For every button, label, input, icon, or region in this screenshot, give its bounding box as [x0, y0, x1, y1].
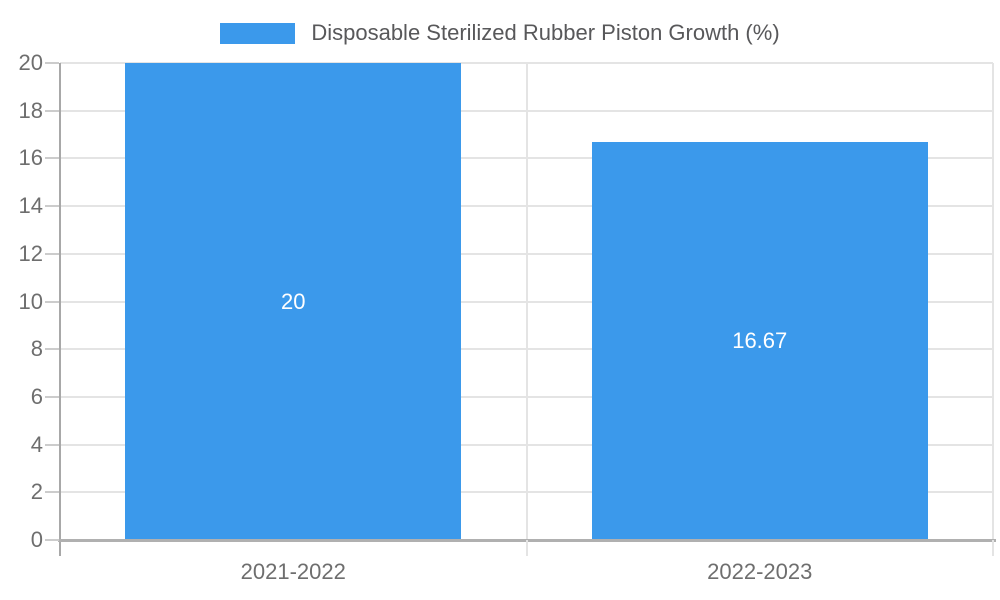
y-tick-label: 0	[30, 527, 43, 552]
x-category-label: 2022-2023	[707, 559, 813, 584]
x-axis-labels: 2021-2022 2022-2023	[60, 558, 993, 588]
legend-label: Disposable Sterilized Rubber Piston Grow…	[311, 20, 780, 45]
y-tick-label: 8	[30, 336, 43, 362]
x-axis-ticks	[60, 540, 994, 556]
y-tick-label: 12	[18, 240, 43, 266]
x-tick-mark	[992, 540, 994, 556]
v-gridline	[525, 63, 528, 540]
y-tick-mark	[45, 443, 59, 446]
y-tick-mark	[45, 491, 59, 494]
y-tick-mark	[45, 348, 59, 351]
x-tick-mark	[525, 540, 528, 556]
bar-value-label: 16.67	[732, 328, 788, 354]
y-tick-mark	[45, 252, 59, 255]
y-tick-label: 14	[18, 193, 43, 219]
y-tick-label: 16	[18, 145, 43, 171]
x-category-label: 2021-2022	[240, 559, 346, 584]
y-tick-label: 4	[30, 431, 43, 457]
y-tick-mark	[45, 395, 59, 398]
bar-value-label: 20	[280, 288, 306, 314]
y-tick-mark	[45, 62, 59, 64]
y-axis-line	[59, 63, 61, 556]
y-tick-mark	[45, 205, 59, 208]
legend-swatch	[220, 22, 296, 44]
y-tick-label: 2	[30, 479, 43, 505]
y-tick-label: 20	[18, 50, 43, 75]
grid-layer	[60, 62, 994, 540]
y-tick-mark	[45, 300, 59, 303]
y-tick-mark	[45, 539, 59, 541]
bar[interactable]: 20	[125, 63, 462, 540]
y-tick-mark	[45, 157, 59, 160]
v-gridline	[992, 63, 994, 540]
y-tick-label: 10	[18, 288, 43, 314]
bars-layer: 20 16.67	[60, 63, 993, 540]
bar[interactable]: 16.67	[591, 142, 928, 540]
legend-item[interactable]: Disposable Sterilized Rubber Piston Grow…	[0, 20, 1000, 45]
y-axis-labels: 0 2 4 6 8 10 12 14 16 18 20	[0, 52, 60, 551]
y-tick-mark	[45, 109, 59, 112]
y-tick-label: 18	[18, 97, 43, 123]
y-tick-label: 6	[30, 383, 43, 409]
